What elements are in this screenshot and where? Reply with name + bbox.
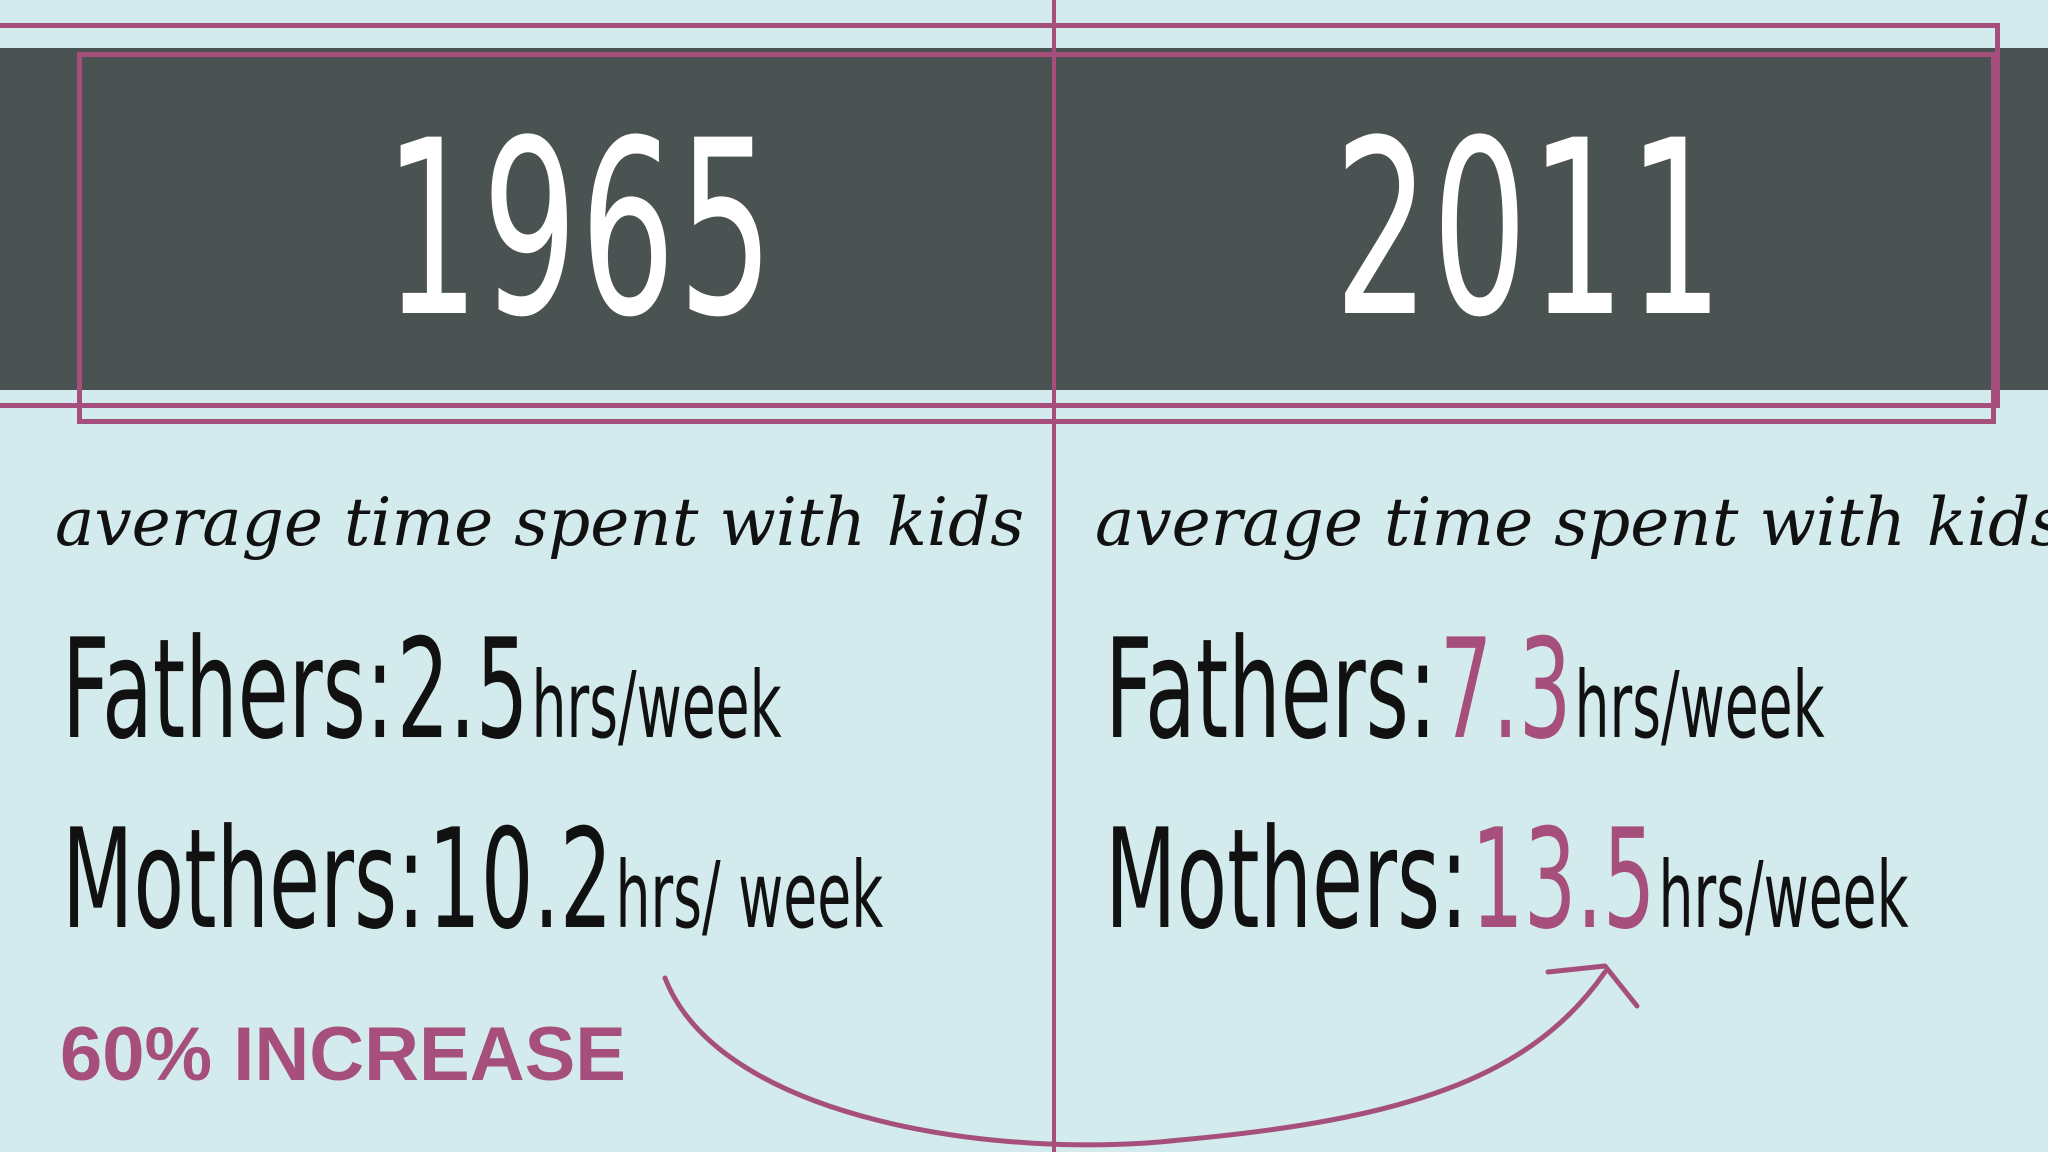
fathers-value: 7.3: [1439, 609, 1572, 770]
mothers-value: 10.2: [428, 799, 613, 960]
right-subtitle: average time spent with kids: [1095, 484, 2048, 561]
mothers-unit: hrs/ week: [615, 842, 884, 949]
increase-callout: 60% INCREASE: [60, 1012, 626, 1097]
right-fathers-stat: Fathers: 7.3 hrs/week: [1105, 620, 1825, 760]
right-mothers-stat: Mothers: 13.5 hrs/week: [1105, 810, 1909, 950]
year-1965: 1965: [384, 89, 776, 371]
fathers-unit: hrs/week: [1574, 652, 1825, 759]
mothers-label: Mothers:: [62, 799, 426, 960]
fathers-label: Fathers:: [1105, 609, 1437, 770]
decorative-frame: [77, 52, 1996, 424]
left-fathers-stat: Fathers: 2.5 hrs/week: [62, 620, 782, 760]
center-divider: [1052, 0, 1056, 1152]
decorative-frame: [0, 23, 2000, 408]
fathers-value: 2.5: [396, 609, 529, 770]
left-subtitle: average time spent with kids: [55, 484, 1025, 561]
mothers-label: Mothers:: [1105, 799, 1469, 960]
mothers-value: 13.5: [1471, 799, 1656, 960]
fathers-label: Fathers:: [62, 609, 394, 770]
mothers-unit: hrs/week: [1658, 842, 1909, 949]
year-2011: 2011: [1334, 89, 1726, 371]
fathers-unit: hrs/week: [531, 652, 782, 759]
left-mothers-stat: Mothers: 10.2 hrs/ week: [62, 810, 883, 950]
header-banner: [0, 48, 2048, 390]
